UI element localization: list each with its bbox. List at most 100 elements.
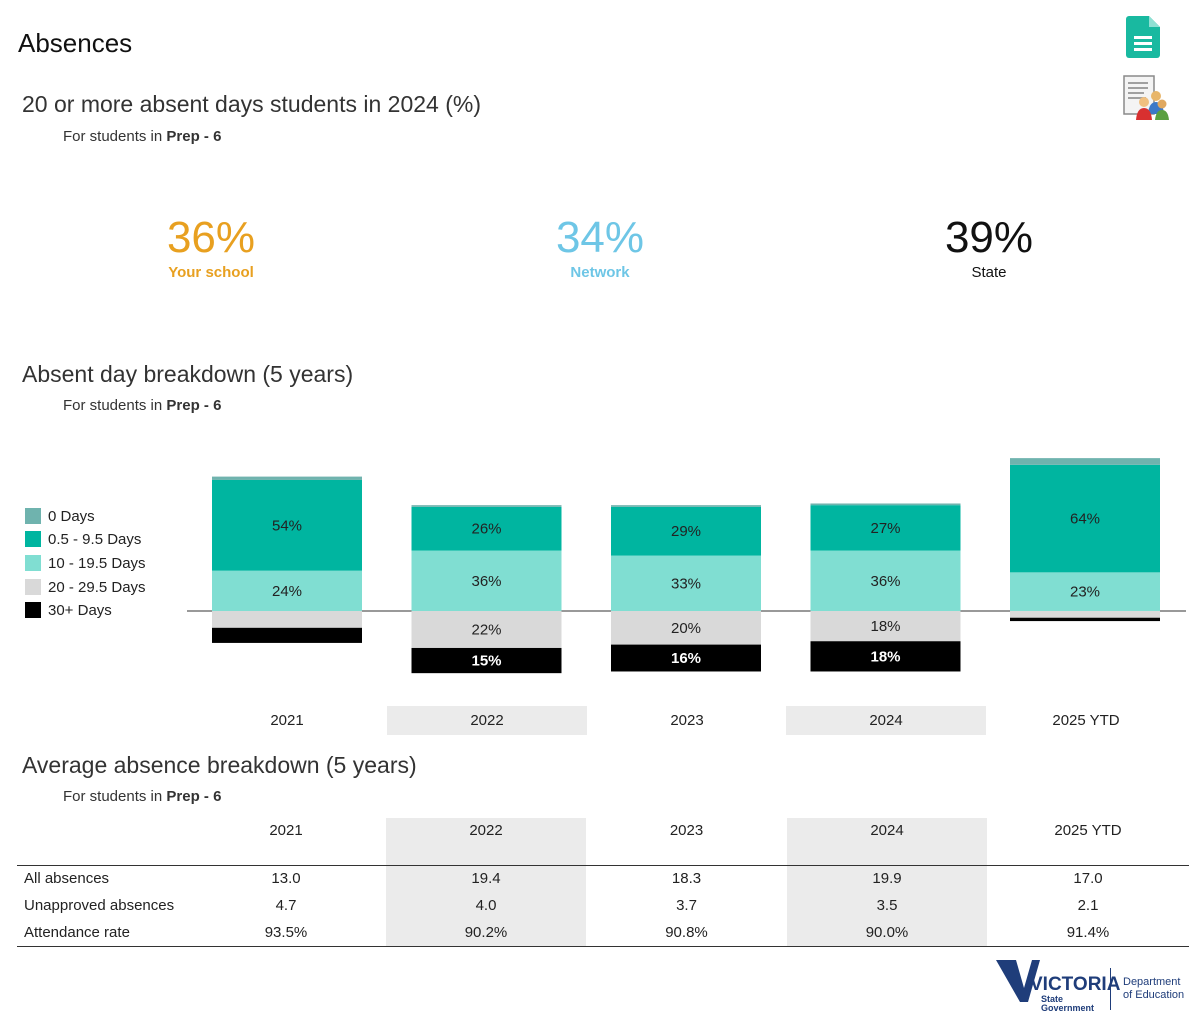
logo-sub1: State [1041,994,1063,1004]
legend-item-30-plus-days: 30+ Days [25,602,112,622]
bar-data-label: 36% [471,573,501,590]
legend-item-0-5-9-5-days: 0.5 - 9.5 Days [25,531,141,551]
bar-segment-20-29-5-days [411,611,562,648]
logo-sub2: Government [1041,1003,1094,1013]
bar-segment-10-19-5-days [1010,572,1160,611]
subtitle-level: Prep - 6 [166,788,222,805]
bar-segment-20-29-5-days [1010,611,1160,618]
subtitle-prefix: For students in [63,788,167,805]
bar-segment-0-5-9-5-days [810,505,961,551]
absent-day-breakdown-chart: 24% 54% 36% 26% 22% 15% 33% 29% 20% 16% 36% 27% 18% 1… [187,458,1186,674]
bar-data-label: 18% [870,648,900,665]
table-cell: 13.0 [271,870,301,888]
table-header-row: 2021 2022 2023 2024 2025 YTD [17,818,1189,866]
bar-segment-30-days [212,627,362,643]
page-title: Absences [18,28,133,58]
bar-data-label: 18% [870,618,900,635]
subtitle-students: For students in Prep - 6 [63,128,221,145]
bar-data-label: 24% [272,583,302,600]
bar-data-label: 23% [1070,584,1100,601]
kpi-your-school: 36% Your school [91,214,331,282]
section-title-average: Average absence breakdown (5 years) [22,752,417,778]
kpi-label: State [971,264,1007,281]
kpi-state: 39% State [869,214,1109,282]
bar-segment-20-29-5-days [611,611,761,645]
legend-swatch [25,602,41,618]
subtitle-students: For students in Prep - 6 [63,788,221,805]
bar-segment-0-days [1010,458,1160,465]
table-cell: 2.1 [1077,897,1099,914]
table-cell: 90.8% [586,919,787,947]
kpi-label: Your school [168,264,254,281]
bar-data-label: 36% [870,573,900,590]
bar-segment-10-19-5-days [611,555,761,611]
bar-data-label: 27% [870,520,900,537]
bar-segment-0-5-9-5-days [411,506,562,551]
chart-year-label: 2022 [387,706,587,735]
report-people-icon[interactable] [1122,74,1170,122]
table-header: 2024 [787,818,987,866]
table-cell: 19.9 [787,865,987,892]
bar-data-label: 64% [1070,511,1100,528]
table-row: Attendance rate 93.5% 90.2% 90.8% 90.0% … [17,919,1189,947]
bar-segment-20-29-5-days [810,611,961,642]
kpi-network: 34% Network [480,214,720,282]
table-header: 2023 [586,818,787,866]
bar-data-label: 20% [671,620,701,637]
legend-item-20-29-5-days: 20 - 29.5 Days [25,579,146,599]
legend-label: 0 Days [48,508,95,525]
bar-data-label: 16% [671,650,701,667]
bar-segment-0-days [810,503,961,506]
table-cell: 3.5 [787,892,987,919]
row-label: Unapproved absences [24,897,175,914]
bar-segment-0-days [212,476,362,480]
document-icon[interactable] [1126,16,1160,58]
bar-data-label: 22% [471,621,501,638]
subtitle-students: For students in Prep - 6 [63,397,221,414]
table-cell: 17.0 [1073,870,1103,888]
logo-text: VICTORIA [1030,974,1121,995]
row-label: Attendance rate [17,919,186,947]
kpi-label: Network [570,264,630,281]
legend-label: 0.5 - 9.5 Days [48,531,142,548]
bar-segment-0-5-9-5-days [212,479,362,571]
section-title-breakdown: Absent day breakdown (5 years) [22,361,354,387]
table-cell: 4.7 [275,897,297,914]
table-header: 2022 [386,818,586,866]
legend-label: 20 - 29.5 Days [48,579,146,596]
legend-label: 10 - 19.5 Days [48,555,146,572]
legend-swatch [25,531,41,547]
dept-text-1: Department [1123,976,1180,988]
bar-segment-0-days [611,505,761,507]
legend-item-10-19-5-days: 10 - 19.5 Days [25,555,146,575]
subtitle-prefix: For students in [63,128,167,145]
chart-year-label: 2023 [670,712,704,729]
bar-segment-10-19-5-days [411,550,562,611]
table-row: All absences 13.0 19.4 18.3 19.9 17.0 [17,865,1189,892]
legend-item-0-days: 0 Days [25,508,95,528]
table-header: 2021 [186,818,386,866]
table-cell: 93.5% [186,919,386,947]
legend-swatch [25,508,41,524]
table-cell: 4.0 [386,892,586,919]
bar-data-label: 26% [471,521,501,538]
subtitle-level: Prep - 6 [166,128,222,145]
bar-segment-20-29-5-days [212,611,362,628]
bar-segment-10-19-5-days [810,550,961,611]
table-header: 2025 YTD [987,818,1189,866]
bar-segment-0-5-9-5-days [611,506,761,556]
section-title-absent-days: 20 or more absent days students in 2024 … [22,91,481,117]
table-cell: 19.4 [386,865,586,892]
legend-label: 30+ Days [48,602,112,619]
table-cell: 3.7 [676,897,697,914]
table-row: Unapproved absences 4.7 4.0 3.7 3.5 2.1 [17,892,1189,919]
average-absence-table: 2021 2022 2023 2024 2025 YTD All absence… [17,818,1189,947]
victoria-government-logo: VICTORIA State Government Department of … [994,958,1190,1014]
subtitle-level: Prep - 6 [166,397,222,414]
chart-year-label: 2024 [786,706,986,735]
bar-data-label: 15% [471,653,501,670]
bar-segment-30-days [810,641,961,672]
bar-data-label: 33% [671,575,701,592]
chart-year-label: 2021 [270,712,304,729]
bar-segment-30-days [1010,617,1160,622]
